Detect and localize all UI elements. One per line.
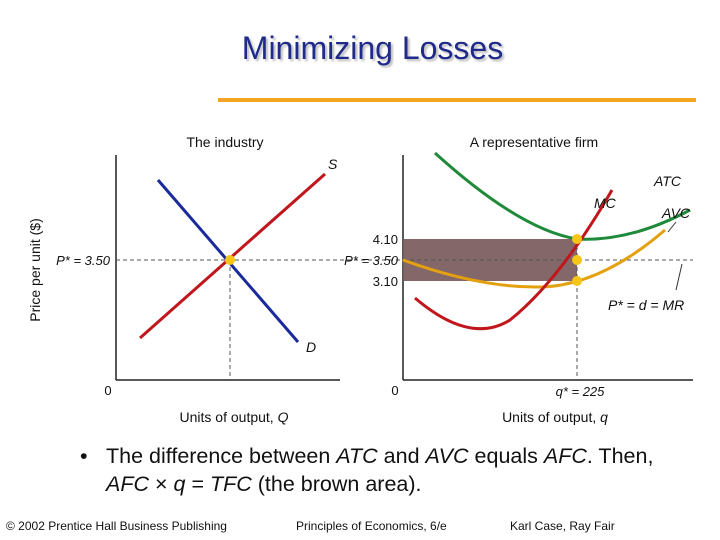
bullet-text: The difference between ATC and AVC equal… [106,444,654,496]
atc-value-label: 4.10 [373,232,398,247]
industry-panel: The industry 0 Units of output, Q P* = 3… [56,134,340,425]
firm-demand-label: P* = d = MR [608,297,684,313]
atc-label: ATC [653,173,682,189]
firm-panel: A representative firm 0 Units of output,… [340,134,693,425]
firm-x-label: Units of output, q [502,409,608,425]
avc-value-label: 3.10 [373,274,398,289]
slide-title: Minimizing Losses [241,30,504,66]
title-divider [218,98,696,102]
mc-label: MC [594,195,617,211]
bullet-dot: • [80,444,88,468]
footer-book-title: Principles of Economics, 6/e [296,519,447,533]
mc-curve [414,189,614,331]
atc-min-point [572,234,582,244]
firm-price-point [572,255,582,265]
summary-bullet: • The difference between ATC and AVC equ… [80,442,700,498]
firm-price-label: P* = 3.50 [344,253,399,268]
supply-label: S [328,156,338,172]
y-axis-label: Price per unit ($) [27,218,43,321]
firm-origin: 0 [391,383,398,398]
firm-title: A representative firm [470,134,598,150]
footer-authors: Karl Case, Ray Fair [510,519,615,533]
industry-price-label: P* = 3.50 [56,253,111,268]
demand-pointer [675,263,683,291]
industry-x-label: Units of output, Q [180,409,289,425]
avc-label: AVC [661,205,691,221]
avc-curve [402,228,666,289]
quantity-label: q* = 225 [556,384,606,399]
footer-copyright: © 2002 Prentice Hall Business Publishing [6,519,227,533]
industry-title: The industry [186,134,263,150]
atc-curve [433,151,691,241]
economics-figure: Price per unit ($) The industry 0 Units … [27,134,693,425]
slide-footer: © 2002 Prentice Hall Business Publishing… [0,514,684,538]
industry-equilibrium-point [225,255,235,265]
avc-pointer [667,221,677,233]
demand-label: D [306,339,316,355]
industry-origin: 0 [104,383,111,398]
avc-point [572,276,582,286]
